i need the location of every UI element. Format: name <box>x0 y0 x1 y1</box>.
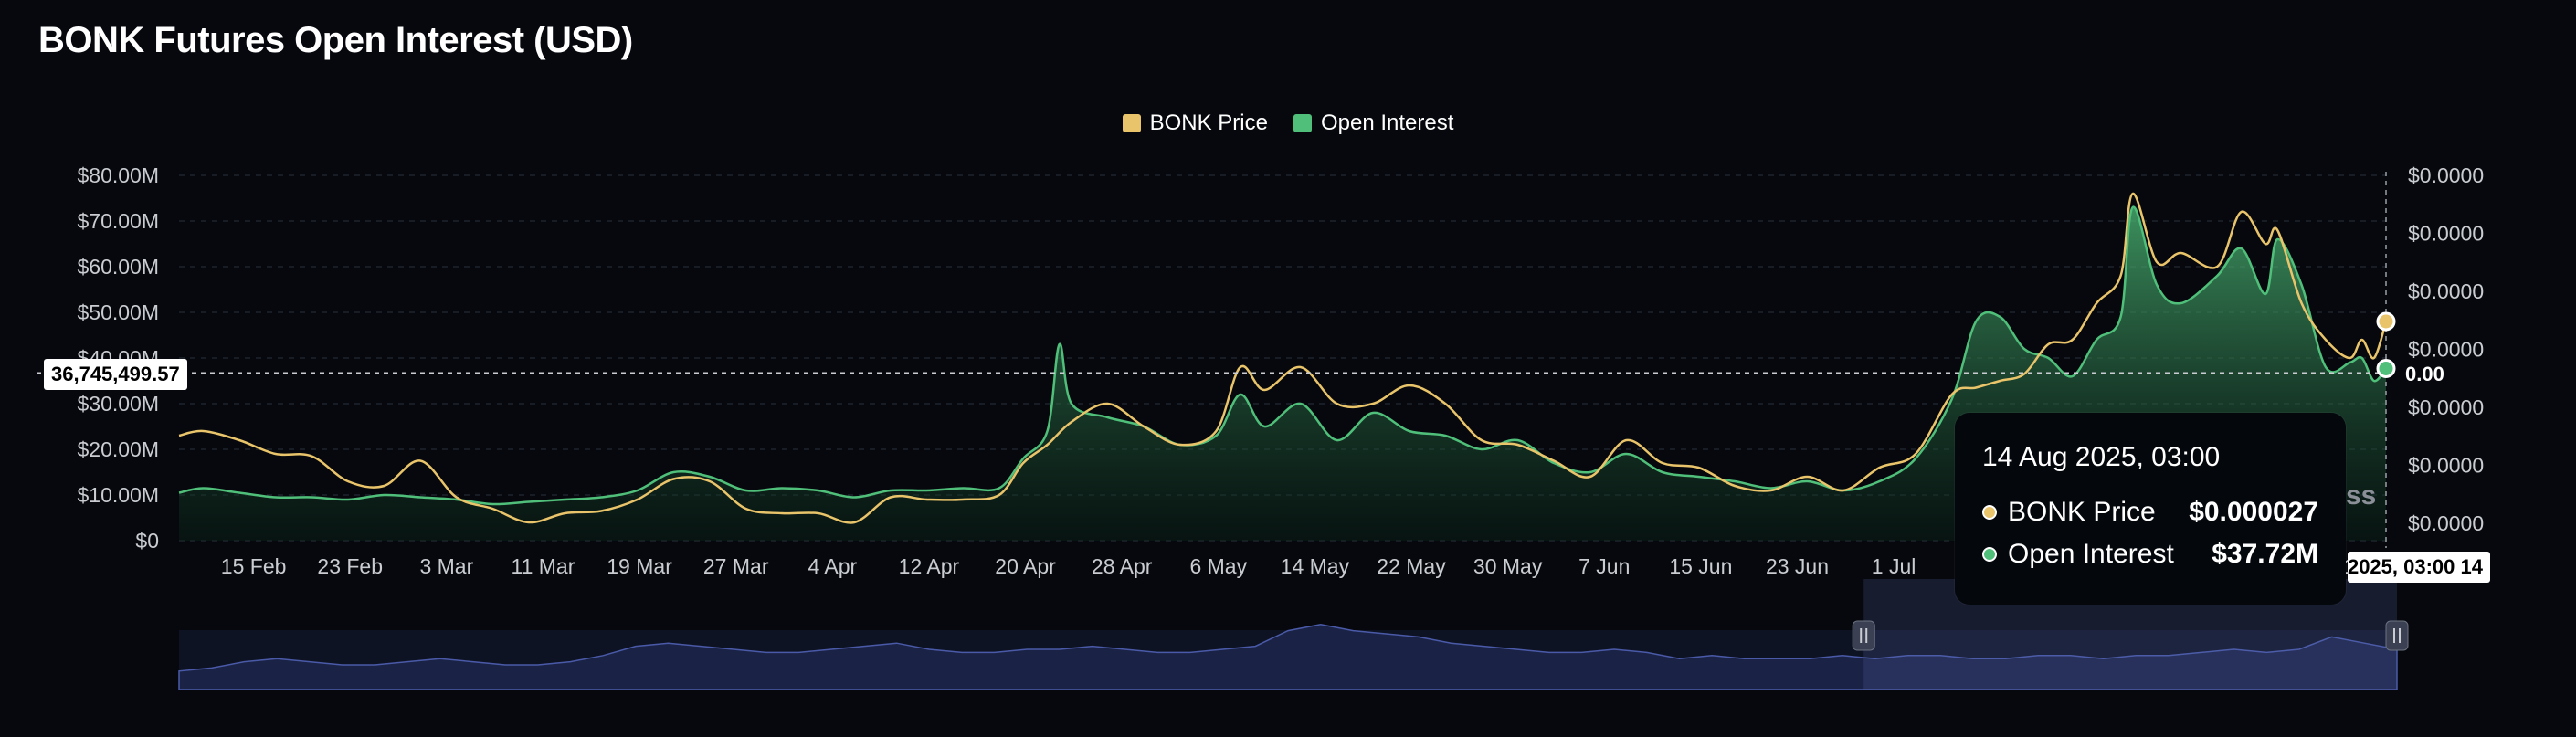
tooltip-label-bonk-price: BONK Price <box>2008 497 2156 527</box>
x-tick-label: 3 Mar <box>419 554 473 578</box>
chart-title: BONK Futures Open Interest (USD) <box>38 20 633 60</box>
y-left-tick-label: $80.00M <box>77 163 159 187</box>
x-tick-label: 23 Feb <box>317 554 383 578</box>
x-tick-label: 28 Apr <box>1092 554 1153 578</box>
y-left-tick-label: $10.00M <box>77 483 159 507</box>
open-interest-marker <box>2376 359 2396 378</box>
chart-legend: BONK Price Open Interest <box>0 111 2576 136</box>
tooltip-value-open-interest: $37.72M <box>2212 539 2318 569</box>
handle-grip <box>1852 620 1875 651</box>
y-right-tick-label: $0.0000 <box>2408 338 2484 362</box>
y-left-tick-label: $50.00M <box>77 300 159 324</box>
crosshair-x-label: 14 Aug 2025, 03:00 <box>2348 552 2490 583</box>
tooltip-dot-bonk-price <box>1982 505 1997 520</box>
crosshair-y-label: 36,745,499.57 <box>44 359 187 390</box>
x-tick-label: 23 Jun <box>1766 554 1829 578</box>
tooltip-label-open-interest: Open Interest <box>2008 539 2174 569</box>
crosshair-right-label: 0.00 <box>2405 363 2444 385</box>
x-tick-label: 27 Mar <box>703 554 769 578</box>
tooltip-row-bonk-price: BONK Price $0.000027 <box>1982 497 2318 528</box>
tooltip-dot-open-interest <box>1982 547 1997 562</box>
y-right-tick-label: $0.0000 <box>2408 163 2484 187</box>
y-left-tick-label: $70.00M <box>77 209 159 233</box>
x-tick-label: 14 May <box>1281 554 1350 578</box>
y-left-tick-label: $0 <box>135 529 159 553</box>
tooltip-value-bonk-price: $0.000027 <box>2189 497 2318 527</box>
open-interest-line <box>178 205 2387 506</box>
tooltip-time: 14 Aug 2025, 03:00 <box>1982 442 2221 472</box>
navigator-series <box>178 624 2398 690</box>
navigator-handle-left[interactable] <box>1852 620 1875 651</box>
x-tick-label: 19 Mar <box>607 554 672 578</box>
y-left-tick-label: $60.00M <box>77 255 159 279</box>
legend-item-open-interest[interactable]: Open Interest <box>1293 111 1453 136</box>
x-tick-label: 12 Apr <box>899 554 960 578</box>
watermark-fragment: ss <box>2346 480 2376 511</box>
x-tick-label: 7 Jun <box>1578 554 1630 578</box>
legend-label-bonk-price: BONK Price <box>1149 111 1268 135</box>
x-tick-label: 15 Feb <box>221 554 287 578</box>
x-tick-label: 6 May <box>1189 554 1247 578</box>
x-tick-label: 20 Apr <box>995 554 1056 578</box>
tooltip-row-open-interest: Open Interest $37.72M <box>1982 539 2318 570</box>
bonk-price-line <box>178 192 2388 524</box>
y-right-tick-label: $0.0000 <box>2408 222 2484 246</box>
x-tick-label: 4 Apr <box>808 554 857 578</box>
legend-swatch-bonk-price <box>1122 114 1141 132</box>
legend-label-open-interest: Open Interest <box>1320 111 1454 135</box>
x-tick-label: 1 Jul <box>1872 554 1916 578</box>
handle-grip <box>2385 620 2409 651</box>
x-tick-label: 11 Mar <box>512 554 575 578</box>
legend-swatch-open-interest <box>1293 114 1312 132</box>
y-right-tick-label: $0.0000 <box>2408 511 2484 535</box>
y-right-tick-label: $0.0000 <box>2408 395 2484 419</box>
y-left-tick-label: $30.00M <box>77 392 159 416</box>
bonk-price-marker <box>2376 311 2396 332</box>
y-left-tick-label: $20.00M <box>77 437 159 461</box>
navigator-handle-right[interactable] <box>2385 620 2409 651</box>
x-tick-label: 30 May <box>1473 554 1543 578</box>
y-right-tick-label: $0.0000 <box>2408 454 2484 478</box>
y-right-tick-label: $0.0000 <box>2408 279 2484 303</box>
x-tick-label: 22 May <box>1377 554 1446 578</box>
x-tick-label: 15 Jun <box>1669 554 1732 578</box>
legend-item-bonk-price[interactable]: BONK Price <box>1122 111 1268 136</box>
chart-tooltip: 14 Aug 2025, 03:00 BONK Price $0.000027 … <box>1955 413 2346 605</box>
